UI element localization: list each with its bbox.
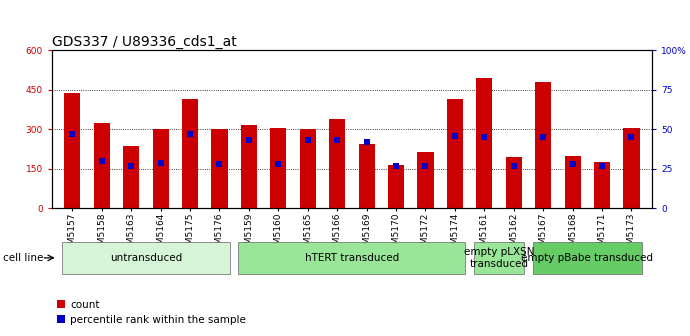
Text: cell line: cell line — [3, 253, 44, 263]
Text: untransduced: untransduced — [110, 253, 182, 263]
Bar — [417, 152, 433, 208]
Bar — [535, 82, 551, 208]
Bar — [388, 165, 404, 208]
Bar — [533, 242, 642, 274]
Bar — [123, 146, 139, 208]
Bar — [476, 78, 493, 208]
Legend: count, percentile rank within the sample: count, percentile rank within the sample — [57, 300, 246, 325]
Bar — [94, 123, 110, 208]
Bar — [329, 119, 345, 208]
Bar — [474, 242, 524, 274]
Text: hTERT transduced: hTERT transduced — [305, 253, 399, 263]
Bar — [270, 128, 286, 208]
Bar — [182, 99, 198, 208]
Text: empty pLXSN
transduced: empty pLXSN transduced — [464, 247, 534, 269]
Bar — [64, 92, 81, 208]
Bar — [299, 129, 316, 208]
Bar — [447, 99, 463, 208]
Bar — [506, 157, 522, 208]
Bar — [239, 242, 465, 274]
Text: empty pBabe transduced: empty pBabe transduced — [522, 253, 653, 263]
Bar — [564, 156, 581, 208]
Bar — [211, 129, 228, 208]
Bar — [152, 129, 169, 208]
Bar — [241, 125, 257, 208]
Text: GDS337 / U89336_cds1_at: GDS337 / U89336_cds1_at — [52, 35, 237, 49]
Bar — [359, 144, 375, 208]
Bar — [594, 162, 610, 208]
Bar — [62, 242, 230, 274]
Bar — [623, 128, 640, 208]
